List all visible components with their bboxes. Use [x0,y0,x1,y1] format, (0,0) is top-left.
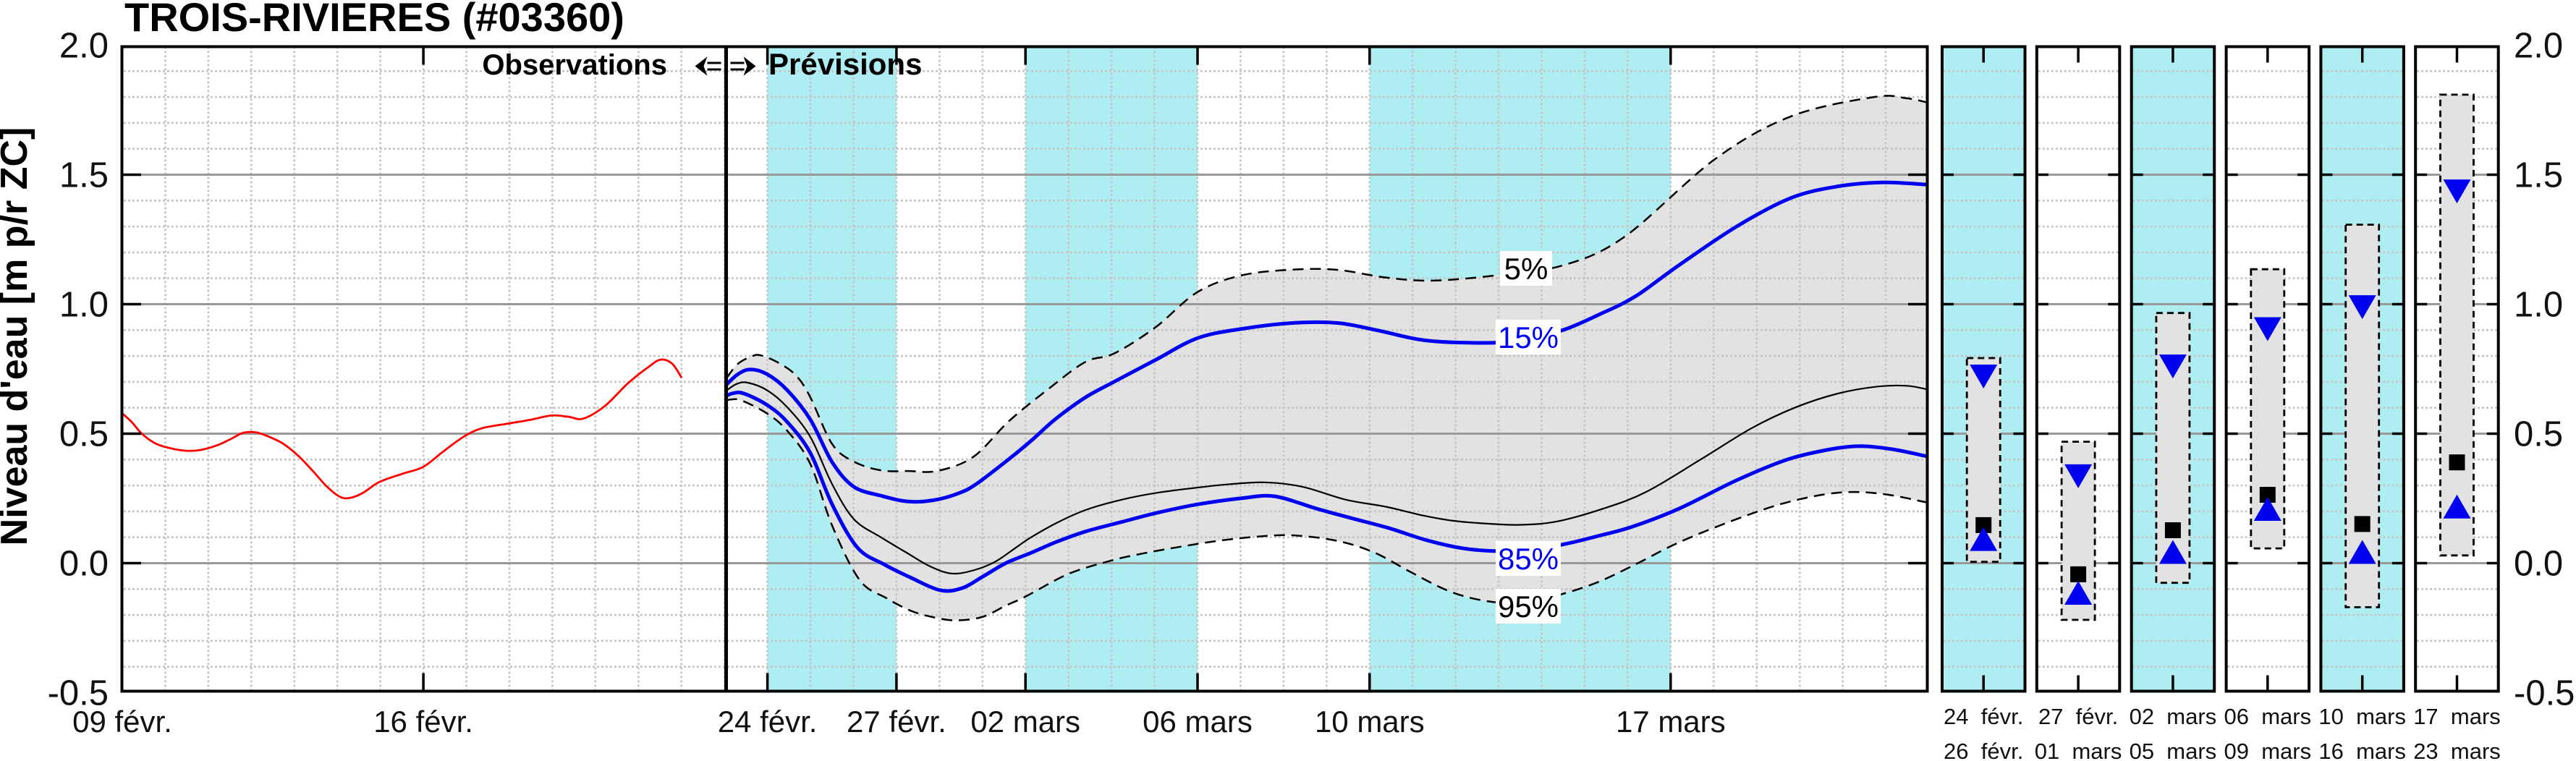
svg-text:1.0: 1.0 [59,286,109,325]
svg-text:23 mars: 23 mars [2413,739,2501,761]
svg-text:06 mars: 06 mars [1143,705,1253,739]
svg-text:TROIS-RIVIERES (#03360): TROIS-RIVIERES (#03360) [124,0,624,40]
svg-text:05 mars: 05 mars [2130,739,2217,761]
svg-text:27 févr.: 27 févr. [847,705,946,739]
svg-text:Niveau d'eau [m p/r ZC]: Niveau d'eau [m p/r ZC] [0,127,35,546]
svg-text:26 févr.: 26 févr. [1944,739,2023,761]
svg-text:Observations: Observations [482,49,667,81]
svg-text:0.5: 0.5 [59,415,109,454]
svg-text:2.0: 2.0 [2514,27,2563,66]
svg-text:5%: 5% [1504,252,1548,286]
svg-text:85%: 85% [1498,542,1559,576]
svg-text:17 mars: 17 mars [1616,705,1726,739]
svg-text:27 févr.: 27 févr. [2038,704,2118,729]
svg-text:16 févr.: 16 févr. [373,705,473,739]
svg-text:15%: 15% [1498,320,1559,354]
svg-text:1.5: 1.5 [2514,156,2563,195]
svg-text:24 févr.: 24 févr. [1944,704,2023,729]
svg-text:Prévisions: Prévisions [768,47,922,81]
svg-text:1.0: 1.0 [2514,286,2563,325]
svg-text:-0.5: -0.5 [2514,674,2575,713]
svg-text:-0.5: -0.5 [48,674,109,713]
svg-text:0.5: 0.5 [2514,415,2563,454]
svg-text:2.0: 2.0 [59,27,109,66]
svg-text:02 mars: 02 mars [2130,704,2217,729]
svg-text:16 mars: 16 mars [2318,739,2406,761]
svg-text:17 mars: 17 mars [2413,704,2501,729]
svg-text:09 févr.: 09 févr. [72,705,172,739]
svg-text:10 mars: 10 mars [1315,705,1425,739]
svg-text:95%: 95% [1498,590,1559,624]
svg-text:09 mars: 09 mars [2224,739,2311,761]
svg-text:02 mars: 02 mars [970,705,1080,739]
svg-text:24 févr.: 24 févr. [718,705,818,739]
svg-text:01 mars: 01 mars [2035,739,2122,761]
svg-text:06 mars: 06 mars [2224,704,2311,729]
svg-text:0.0: 0.0 [59,545,109,584]
svg-text:10 mars: 10 mars [2318,704,2406,729]
svg-text:1.5: 1.5 [59,156,109,195]
svg-text:0.0: 0.0 [2514,545,2563,584]
